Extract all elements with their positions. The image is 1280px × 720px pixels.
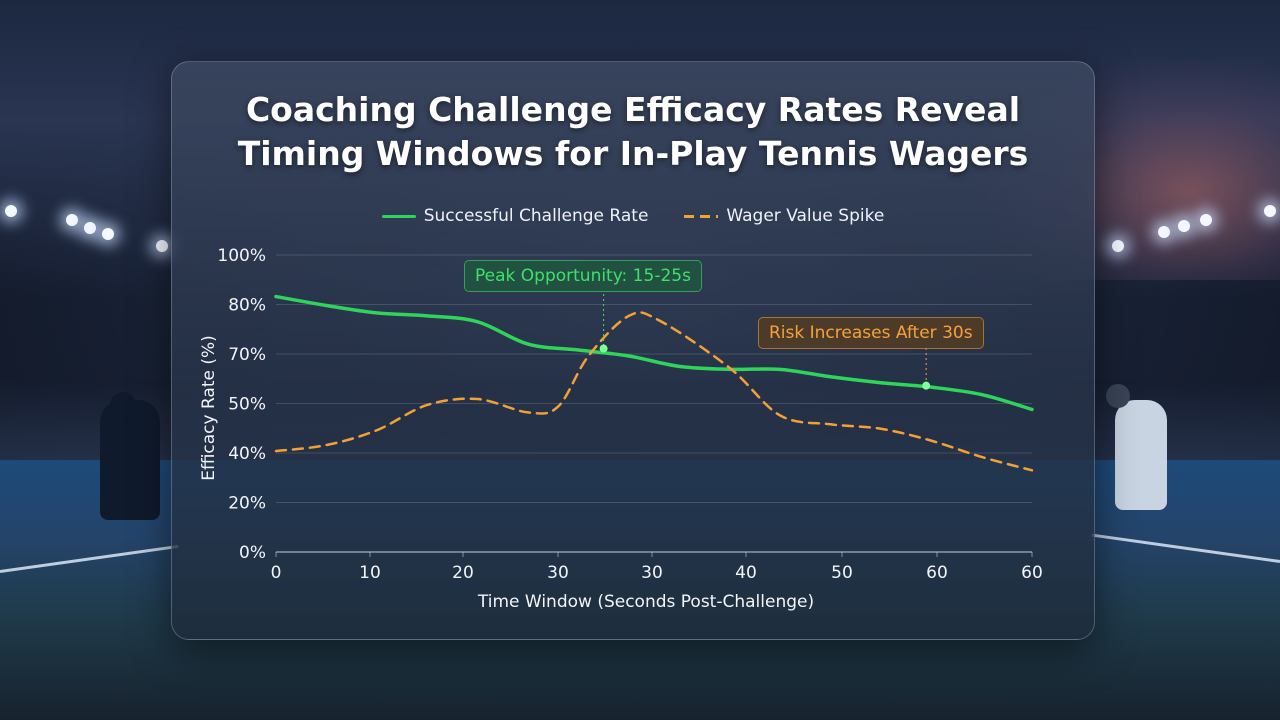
legend-swatch-dashed [684,214,719,218]
legend-swatch-solid [381,214,416,218]
y-tick-label: 0% [239,543,266,563]
legend-item-successful-challenge-rate[interactable]: Successful Challenge Rate [381,206,649,226]
legend-label: Successful Challenge Rate [423,206,649,226]
x-tick-label: 60 [926,563,948,583]
stadium-light [5,205,17,217]
stadium-light [84,222,96,234]
x-tick-label: 60 [1021,563,1043,583]
player-head-left [110,392,136,418]
stadium-light [1178,220,1190,232]
stadium-light [1200,214,1212,226]
y-tick-label: 80% [228,296,266,316]
chart-title: Coaching Challenge Efficacy Rates Reveal… [237,90,1029,173]
chart-ticks: 0% 20% 40% 50% 70% 80% 100% 0 10 20 30 30 40 50 60 60 [217,246,1042,583]
annotation-risk-increases: Risk Increases After 30s [758,317,984,349]
stadium-light [1158,226,1170,238]
chart-legend: Successful Challenge Rate Wager Value Sp… [172,203,1094,229]
stadium-light [1112,240,1124,252]
x-tick-label: 30 [547,563,569,583]
stadium-light [102,228,114,240]
player-silhouette-right [1115,400,1167,510]
annotation-marker [922,381,931,390]
legend-label: Wager Value Spike [726,206,885,226]
x-axis-label: Time Window (Seconds Post-Challenge) [477,592,814,612]
annotation-peak-opportunity: Peak Opportunity: 15-25s [464,260,702,292]
annotation-leaders [599,294,931,390]
y-tick-label: 100% [217,246,266,266]
series-line-successful-challenge-rate [274,294,1034,412]
player-head-right [1106,384,1130,408]
series-line-wager-value-spike [274,311,1034,472]
x-tick-label: 0 [271,563,282,583]
annotation-marker [599,344,608,353]
legend-item-wager-value-spike[interactable]: Wager Value Spike [684,206,884,226]
y-tick-label: 50% [228,395,266,415]
chart-grid [276,254,1032,553]
stadium-light [156,240,168,252]
y-tick-label: 70% [228,345,266,365]
stadium-light [1264,205,1276,217]
y-tick-label: 40% [228,444,266,464]
chart-series [274,294,1034,472]
x-tick-label: 50 [831,563,853,583]
chart-panel: Coaching Challenge Efficacy Rates Reveal… [171,61,1095,640]
player-silhouette-left [100,400,160,520]
y-axis-label: Efficacy Rate (%) [199,335,219,481]
x-tick-label: 10 [359,563,381,583]
stadium-light [66,214,78,226]
x-tick-label: 40 [735,563,757,583]
x-tick-label: 20 [452,563,474,583]
y-tick-label: 20% [228,494,266,514]
x-tick-label: 30 [641,563,663,583]
